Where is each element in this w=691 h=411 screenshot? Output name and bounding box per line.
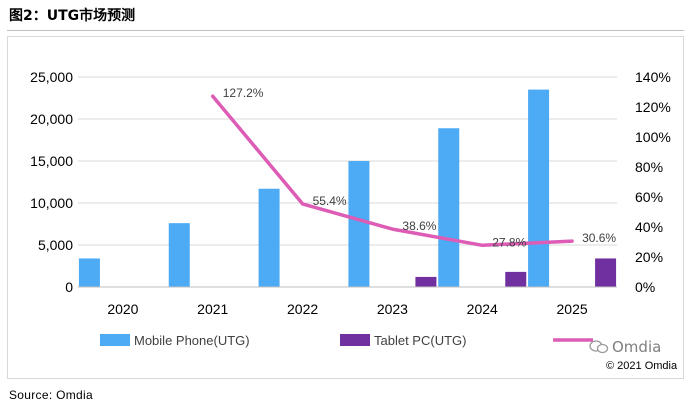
chart-frame	[7, 36, 684, 379]
legend-label-tablet-pc: Tablet PC(UTG)	[374, 333, 466, 348]
growth-line	[211, 94, 574, 248]
bar-series	[78, 89, 617, 287]
y-right-tick-label: 20%	[635, 249, 663, 265]
y-right-tick-label: 0%	[635, 279, 655, 295]
omdia-brand: Omdia	[589, 338, 661, 356]
mobile-phone-bar	[168, 223, 190, 287]
mobile-phone-bar	[528, 89, 550, 287]
tablet-pc-bar	[595, 258, 617, 287]
x-tick-label: 2020	[107, 301, 138, 317]
x-tick-label: 2025	[557, 301, 588, 317]
tablet-pc-bar	[505, 271, 527, 287]
growth-data-label: 30.6%	[582, 231, 616, 245]
x-tick-label: 2024	[467, 301, 498, 317]
mobile-phone-bar	[258, 188, 280, 287]
y-right-tick-label: 40%	[635, 219, 663, 235]
legend-swatch-tablet-pc	[340, 334, 370, 346]
wechat-icon	[589, 340, 609, 354]
y-left-tick-label: 20,000	[30, 111, 73, 127]
growth-data-label: 38.6%	[402, 219, 436, 233]
copyright-text: © 2021 Omdia	[606, 360, 678, 372]
axes: 0 5,000 10,000 15,000 20,000 25,000 0% 20% 40% 60…	[30, 69, 671, 317]
growth-data-label: 27.8%	[492, 235, 526, 249]
y-left-tick-label: 0	[65, 279, 73, 295]
y-right-tick-label: 60%	[635, 189, 663, 205]
y-left-tick-label: 10,000	[30, 195, 73, 211]
y-right-tick-label: 120%	[635, 99, 671, 115]
legend-label-mobile-phone: Mobile Phone(UTG)	[134, 333, 250, 348]
y-left-tick-label: 15,000	[30, 153, 73, 169]
growth-data-label: 127.2%	[223, 86, 264, 100]
tablet-pc-bar	[415, 276, 437, 287]
growth-line-series: 127.2% 55.4% 38.6% 27.8% 30.6%	[211, 86, 616, 249]
y-left-tick-label: 25,000	[30, 69, 73, 85]
x-tick-label: 2023	[377, 301, 408, 317]
y-left-tick-label: 5,000	[38, 237, 73, 253]
figure-title: 图2：UTG市场预测	[9, 8, 136, 24]
source-note: Source: Omdia	[9, 388, 93, 402]
mobile-phone-bar	[348, 161, 370, 287]
mobile-phone-bar	[438, 128, 460, 287]
gridlines	[78, 76, 617, 246]
y-right-tick-label: 80%	[635, 159, 663, 175]
x-tick-label: 2021	[197, 301, 228, 317]
legend-swatch-mobile-phone	[100, 334, 130, 346]
mobile-phone-bar	[78, 258, 100, 287]
y-right-tick-label: 100%	[635, 129, 671, 145]
growth-data-label: 55.4%	[313, 194, 347, 208]
legend: Mobile Phone(UTG) Tablet PC(UTG)	[100, 333, 593, 348]
x-tick-label: 2022	[287, 301, 318, 317]
brand-name: Omdia	[612, 338, 662, 356]
title-divider	[7, 30, 684, 31]
y-right-tick-label: 140%	[635, 69, 671, 85]
